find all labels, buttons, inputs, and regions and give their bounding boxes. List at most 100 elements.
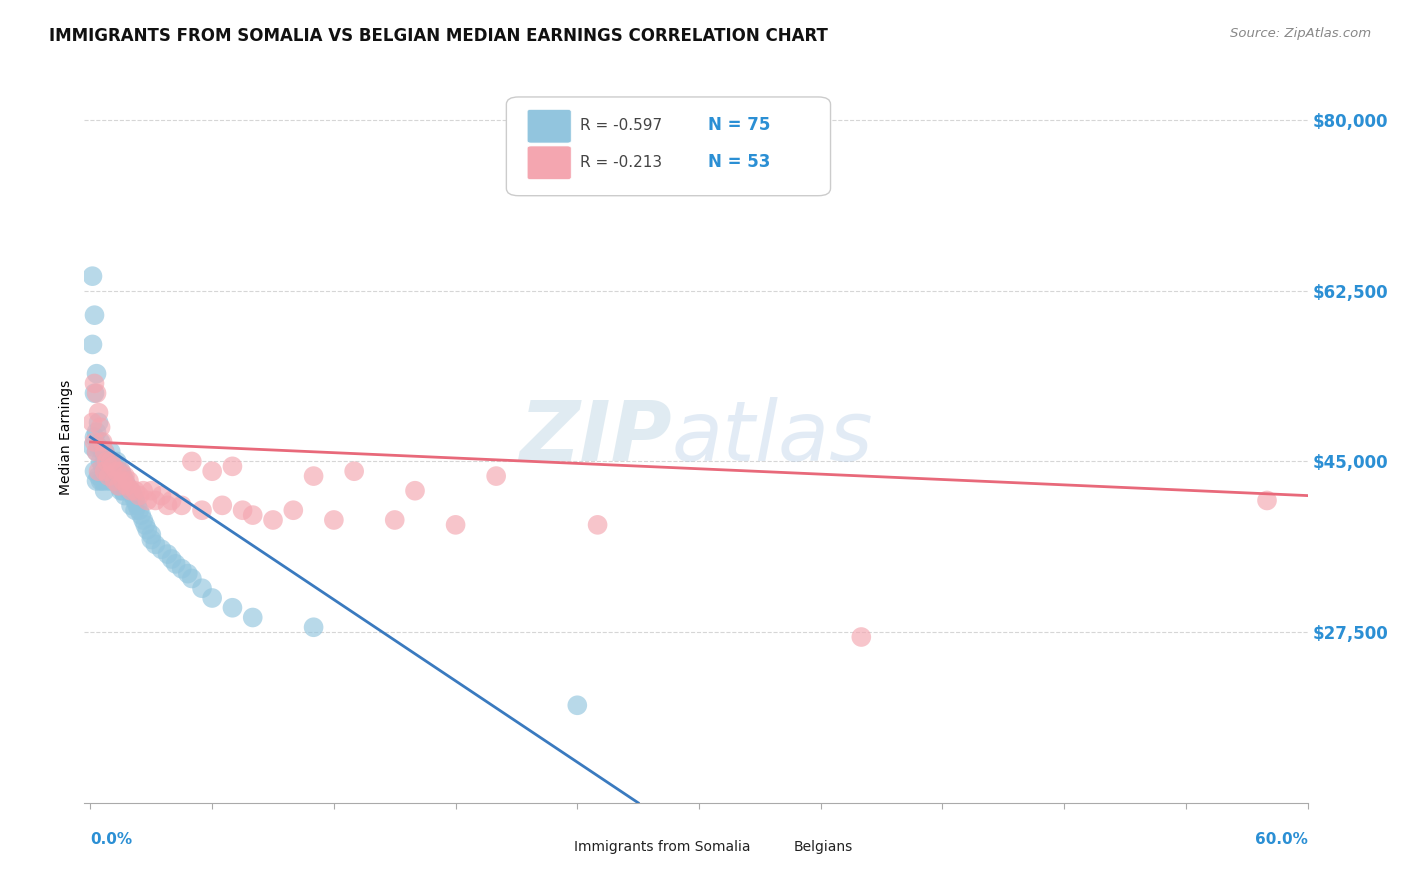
- Point: [180, 572, 202, 586]
- Point: [91, 444, 114, 458]
- Point: [141, 533, 163, 547]
- Point: [124, 503, 146, 517]
- Point: [83, 376, 105, 391]
- Point: [136, 523, 159, 537]
- Text: Belgians: Belgians: [794, 840, 853, 855]
- Point: [97, 454, 120, 468]
- Point: [86, 444, 108, 458]
- FancyBboxPatch shape: [755, 834, 786, 859]
- Point: [104, 459, 127, 474]
- Point: [150, 542, 173, 557]
- Point: [83, 430, 105, 444]
- Point: [86, 474, 108, 488]
- Point: [86, 444, 108, 458]
- Point: [170, 499, 193, 513]
- Point: [143, 537, 166, 551]
- Point: [96, 450, 118, 464]
- Point: [165, 557, 187, 571]
- Y-axis label: Median Earnings: Median Earnings: [59, 379, 73, 495]
- Point: [104, 474, 127, 488]
- Point: [108, 479, 131, 493]
- Point: [221, 600, 243, 615]
- Point: [82, 269, 104, 284]
- Text: N = 75: N = 75: [709, 117, 770, 135]
- Point: [100, 474, 122, 488]
- Point: [114, 469, 136, 483]
- Point: [122, 489, 145, 503]
- Point: [120, 483, 142, 498]
- Point: [143, 493, 166, 508]
- Point: [90, 434, 112, 449]
- Point: [90, 474, 112, 488]
- Point: [180, 454, 202, 468]
- Point: [83, 434, 105, 449]
- Point: [384, 513, 406, 527]
- Point: [110, 483, 132, 498]
- Point: [111, 483, 134, 498]
- Point: [201, 591, 224, 605]
- Point: [86, 367, 108, 381]
- Point: [90, 454, 112, 468]
- Point: [91, 474, 114, 488]
- Point: [100, 444, 122, 458]
- Point: [444, 517, 467, 532]
- Point: [211, 499, 233, 513]
- Point: [111, 474, 134, 488]
- Point: [97, 469, 120, 483]
- Point: [283, 503, 305, 517]
- Point: [83, 308, 105, 322]
- Point: [101, 469, 124, 483]
- Point: [191, 503, 214, 517]
- Point: [93, 464, 115, 478]
- Point: [114, 474, 136, 488]
- Point: [110, 464, 132, 478]
- Point: [105, 454, 128, 468]
- Point: [93, 469, 115, 483]
- Point: [170, 562, 193, 576]
- Point: [93, 444, 115, 458]
- Text: 60.0%: 60.0%: [1254, 832, 1308, 847]
- Text: Immigrants from Somalia: Immigrants from Somalia: [574, 840, 751, 855]
- Point: [87, 416, 110, 430]
- Point: [221, 459, 243, 474]
- Point: [90, 420, 112, 434]
- Point: [136, 493, 159, 508]
- Point: [156, 499, 179, 513]
- Point: [242, 610, 264, 624]
- Point: [100, 459, 122, 474]
- Point: [1256, 493, 1278, 508]
- Point: [108, 464, 131, 478]
- Point: [160, 552, 183, 566]
- Point: [104, 474, 127, 488]
- Text: atlas: atlas: [672, 397, 873, 477]
- Point: [132, 513, 155, 527]
- Text: ZIP: ZIP: [519, 397, 672, 477]
- Point: [91, 459, 114, 474]
- Point: [82, 337, 104, 351]
- Point: [83, 464, 105, 478]
- Point: [82, 416, 104, 430]
- Point: [87, 406, 110, 420]
- Point: [132, 483, 155, 498]
- Point: [87, 469, 110, 483]
- Point: [322, 513, 344, 527]
- Point: [128, 489, 150, 503]
- Point: [87, 440, 110, 454]
- Point: [87, 464, 110, 478]
- Point: [114, 489, 136, 503]
- Point: [101, 459, 124, 474]
- FancyBboxPatch shape: [506, 97, 831, 195]
- Point: [485, 469, 508, 483]
- Point: [93, 444, 115, 458]
- Point: [586, 517, 609, 532]
- Point: [101, 454, 124, 468]
- FancyBboxPatch shape: [534, 834, 567, 859]
- Point: [100, 454, 122, 468]
- Point: [232, 503, 254, 517]
- Point: [851, 630, 873, 644]
- Point: [82, 440, 104, 454]
- Text: N = 53: N = 53: [709, 153, 770, 171]
- Point: [160, 493, 183, 508]
- Point: [567, 698, 589, 713]
- Point: [141, 483, 163, 498]
